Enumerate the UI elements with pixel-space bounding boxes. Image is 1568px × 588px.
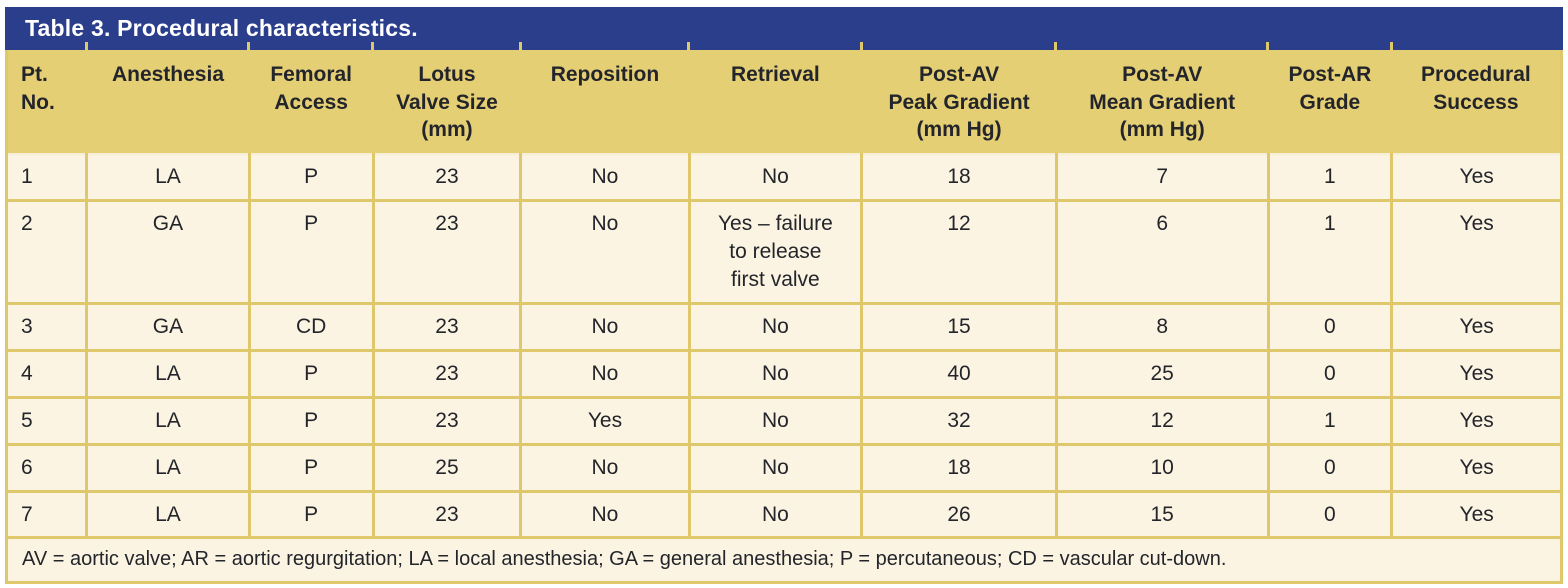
table-cell: Yes bbox=[1390, 348, 1563, 399]
table-cell: Yes – failure to release first valve bbox=[687, 199, 864, 305]
table-row: 7 LA P 23 No No 26 15 0 Yes bbox=[4, 489, 1563, 540]
table-cell: No bbox=[687, 395, 864, 446]
table-cell: Yes bbox=[1390, 301, 1563, 352]
table-cell: No bbox=[519, 442, 691, 493]
table-body: 1 LA P 23 No No 18 7 1 Yes 2 GA P 23 No Yes – failure t… bbox=[4, 153, 1563, 540]
table-cell: Yes bbox=[519, 395, 691, 446]
table-cell: 4 bbox=[4, 348, 89, 399]
table-cell: Yes bbox=[1390, 199, 1563, 305]
table-title-bar: Table 3. Procedural characteristics. bbox=[5, 7, 1563, 50]
table-cell: 0 bbox=[1266, 442, 1394, 493]
column-header: Post-AV Peak Gradient (mm Hg) bbox=[859, 41, 1057, 156]
table-footnote: AV = aortic valve; AR = aortic regurgita… bbox=[5, 536, 1563, 585]
table-row: 3 GA CD 23 No No 15 8 0 Yes bbox=[4, 301, 1563, 352]
table-cell: 0 bbox=[1266, 348, 1394, 399]
table-cell: 12 bbox=[860, 199, 1058, 305]
table-cell: GA bbox=[85, 199, 251, 305]
table-cell: No bbox=[687, 301, 864, 352]
table-cell: 25 bbox=[371, 442, 523, 493]
table-cell: 7 bbox=[4, 489, 89, 540]
table-card: Table 3. Procedural characteristics. Pt.… bbox=[4, 7, 1563, 585]
table-cell: GA bbox=[85, 301, 251, 352]
table-cell: LA bbox=[85, 442, 251, 493]
table-cell: 0 bbox=[1266, 489, 1394, 540]
table-cell: 10 bbox=[1054, 442, 1270, 493]
column-header: Pt. No. bbox=[6, 50, 87, 156]
table-cell: No bbox=[519, 199, 691, 305]
footnote-row: AV = aortic valve; AR = aortic regurgita… bbox=[5, 536, 1563, 585]
table-cell: Yes bbox=[1390, 442, 1563, 493]
table-header-row: Pt. No. Anesthesia Femoral Access Lotus Val… bbox=[6, 41, 1562, 156]
table-cell: No bbox=[519, 301, 691, 352]
table-cell: No bbox=[519, 489, 691, 540]
table-row: 5 LA P 23 Yes No 32 12 1 Yes bbox=[4, 395, 1563, 446]
table-cell: 3 bbox=[4, 301, 89, 352]
table-cell: 25 bbox=[1054, 348, 1270, 399]
table-cell: 8 bbox=[1054, 301, 1270, 352]
table-cell: 1 bbox=[1266, 153, 1394, 203]
table-cell: 15 bbox=[1054, 489, 1270, 540]
table-row: 4 LA P 23 No No 40 25 0 Yes bbox=[4, 348, 1563, 399]
column-header: Procedural Success bbox=[1389, 41, 1562, 156]
table-cell: 23 bbox=[371, 153, 523, 203]
table-row: 6 LA P 25 No No 18 10 0 Yes bbox=[4, 442, 1563, 493]
table-cell: No bbox=[687, 442, 864, 493]
table-cell: 1 bbox=[1266, 395, 1394, 446]
table-cell: 6 bbox=[4, 442, 89, 493]
table-cell: 23 bbox=[371, 199, 523, 305]
table-cell: 12 bbox=[1054, 395, 1270, 446]
table-cell: Yes bbox=[1390, 395, 1563, 446]
table-cell: 23 bbox=[371, 301, 523, 352]
table-cell: No bbox=[687, 348, 864, 399]
table-cell: LA bbox=[85, 153, 251, 203]
table-cell: 26 bbox=[860, 489, 1058, 540]
table-cell: No bbox=[519, 348, 691, 399]
table-cell: P bbox=[247, 153, 375, 203]
column-header: Lotus Valve Size (mm) bbox=[371, 41, 521, 156]
table-cell: Yes bbox=[1390, 489, 1563, 540]
table-cell: 7 bbox=[1054, 153, 1270, 203]
table-row: 2 GA P 23 No Yes – failure to release first v… bbox=[4, 199, 1563, 305]
table-cell: Yes bbox=[1390, 153, 1563, 203]
table-cell: 18 bbox=[860, 153, 1058, 203]
table-row: 1 LA P 23 No No 18 7 1 Yes bbox=[4, 153, 1563, 203]
column-header: Anesthesia bbox=[84, 41, 250, 156]
table-cell: 23 bbox=[371, 395, 523, 446]
table-cell: P bbox=[247, 395, 375, 446]
table-cell: LA bbox=[85, 395, 251, 446]
table-cell: 1 bbox=[4, 153, 89, 203]
table-cell: 6 bbox=[1054, 199, 1270, 305]
table-cell: LA bbox=[85, 489, 251, 540]
column-header: Post-AV Mean Gradient (mm Hg) bbox=[1054, 41, 1269, 156]
column-header: Retrieval bbox=[687, 41, 862, 156]
table-cell: CD bbox=[247, 301, 375, 352]
table-cell: 40 bbox=[860, 348, 1058, 399]
table-cell: No bbox=[519, 153, 691, 203]
table-cell: P bbox=[247, 199, 375, 305]
table-cell: 18 bbox=[860, 442, 1058, 493]
column-header: Post-AR Grade bbox=[1266, 41, 1392, 156]
table-row: Pt. No. Anesthesia Femoral Access Lotus Val… bbox=[6, 41, 1562, 156]
table-cell: 15 bbox=[860, 301, 1058, 352]
table-cell: No bbox=[687, 153, 864, 203]
table-cell: 1 bbox=[1266, 199, 1394, 305]
table-title: Table 3. Procedural characteristics. bbox=[25, 15, 418, 41]
table-cell: P bbox=[247, 442, 375, 493]
table-cell: LA bbox=[85, 348, 251, 399]
table-cell: 5 bbox=[4, 395, 89, 446]
table-cell: 23 bbox=[371, 348, 523, 399]
column-header: Femoral Access bbox=[247, 41, 374, 156]
column-header: Reposition bbox=[518, 41, 689, 156]
procedural-characteristics-table: Pt. No. Anesthesia Femoral Access Lotus Val… bbox=[4, 41, 1563, 585]
table-cell: 23 bbox=[371, 489, 523, 540]
table-cell: 2 bbox=[4, 199, 89, 305]
table-cell: P bbox=[247, 348, 375, 399]
table-cell: No bbox=[687, 489, 864, 540]
table-cell: P bbox=[247, 489, 375, 540]
table-cell: 0 bbox=[1266, 301, 1394, 352]
table-cell: 32 bbox=[860, 395, 1058, 446]
